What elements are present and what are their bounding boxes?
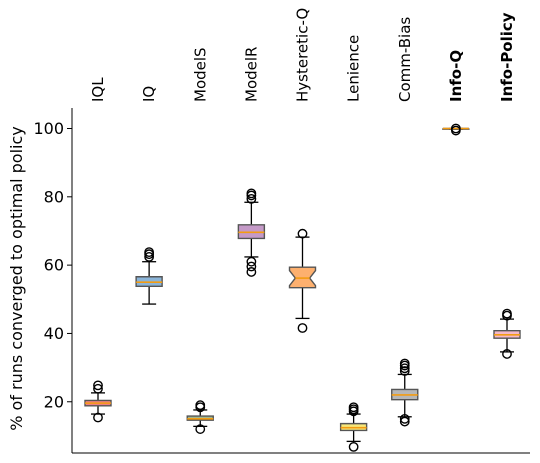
category-label: Info-Policy [498, 12, 516, 102]
outlier-point [246, 188, 257, 199]
axes [71, 108, 530, 454]
outlier-point [93, 412, 103, 423]
category-label: Hysteretic-Q [294, 8, 312, 102]
box-comm-bias [391, 358, 419, 427]
y-tick-label: 60 [44, 256, 64, 275]
y-tick-label: 20 [44, 392, 64, 411]
outlier-point [246, 267, 257, 277]
outlier-point [93, 380, 103, 391]
category-label: Comm-Bias [396, 17, 414, 102]
box-lenience [339, 402, 368, 452]
category-label: Lenience [345, 35, 363, 102]
category-label: IQ [140, 86, 158, 102]
category-label: ModelR [242, 47, 260, 102]
outlier-point [399, 366, 410, 376]
boxes [84, 123, 521, 452]
outlier-point [246, 193, 257, 204]
outlier-point [297, 323, 308, 333]
box-modelr [237, 188, 266, 277]
outlier-point [399, 358, 410, 369]
y-tick-label: 100 [33, 119, 64, 138]
outlier-point [195, 400, 206, 411]
y-tick-label: 40 [44, 324, 64, 343]
outlier-point [502, 308, 512, 319]
outlier-point [450, 123, 461, 134]
box-info-q [442, 123, 470, 136]
outlier-point [348, 402, 359, 413]
outlier-point [399, 363, 410, 374]
outlier-point [399, 413, 410, 424]
outlier-point [297, 228, 308, 239]
category-label: ModelS [191, 47, 209, 102]
outlier-point [348, 441, 359, 452]
category-label: Info-Q [447, 50, 465, 102]
box-hysteretic-q [288, 228, 317, 333]
y-tick-label: 80 [44, 187, 64, 206]
outlier-point [246, 256, 257, 267]
outlier-point [144, 247, 155, 258]
box-iq [135, 247, 163, 305]
outlier-point [144, 252, 155, 262]
outlier-point [502, 349, 512, 359]
category-label: IQL [89, 77, 107, 102]
category-labels: IQL IQ ModelS ModelR Hysteretic-Q Lenience Com… [89, 8, 516, 102]
y-ticks: 20 40 60 80 100 [33, 119, 72, 411]
outlier-point [195, 424, 206, 434]
box-models [186, 400, 214, 434]
box-iql [84, 380, 112, 423]
y-axis-label: % of runs converged to optimal policy [7, 126, 26, 431]
outlier-point [246, 261, 257, 272]
outlier-point [399, 416, 410, 427]
box-info-policy [493, 308, 521, 359]
outlier-point [93, 383, 103, 394]
